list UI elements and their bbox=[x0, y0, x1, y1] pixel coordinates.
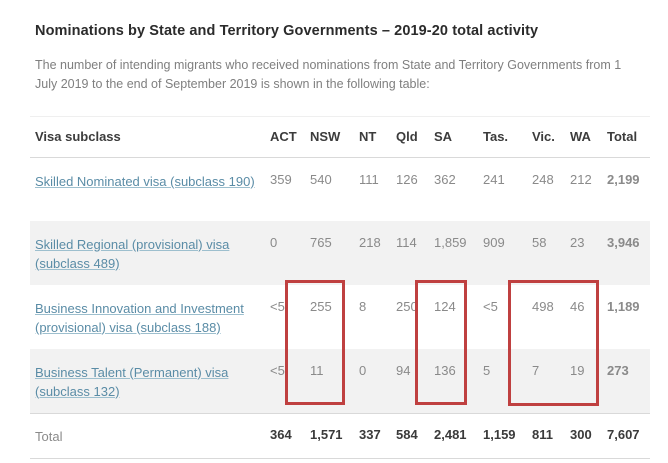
cell-nsw: 255 bbox=[310, 298, 332, 314]
cell-qld: 250 bbox=[396, 298, 418, 314]
cell-total: 1,189 bbox=[607, 298, 640, 314]
cell-total: 2,199 bbox=[607, 172, 640, 187]
page-title: Nominations by State and Territory Gover… bbox=[35, 23, 539, 39]
cell-nt: 111 bbox=[359, 172, 379, 187]
cell-total: 3,946 bbox=[607, 234, 640, 250]
cell-nsw: 11 bbox=[310, 362, 324, 378]
column-header-sa: SA bbox=[429, 116, 478, 158]
page-description: The number of intending migrants who rec… bbox=[35, 58, 622, 91]
visa-subclass-cell: Business Innovation and Investment (prov… bbox=[30, 285, 265, 349]
cell-nsw: 765 bbox=[310, 234, 332, 250]
cell-qld: 126 bbox=[396, 172, 418, 187]
cell-total: 273 bbox=[607, 362, 629, 378]
cell-tas: <5 bbox=[483, 298, 498, 314]
total-cell-act: 364 bbox=[265, 412, 305, 459]
cell-nt: 8 bbox=[359, 298, 367, 314]
column-header-nt: NT bbox=[354, 116, 391, 158]
visa-subclass-cell: Skilled Regional (provisional) visa (sub… bbox=[30, 221, 265, 285]
table-body: Skilled Nominated visa (subclass 190) 359… bbox=[30, 157, 650, 459]
total-row: Total 364 1,571 337 584 2,481 1,159 811 300 7,607 bbox=[30, 412, 650, 459]
total-cell-total: 7,607 bbox=[602, 412, 650, 459]
table-row: Business Innovation and Investment (prov… bbox=[30, 284, 650, 349]
cell-act: 0 bbox=[270, 234, 278, 250]
column-header-nsw: NSW bbox=[305, 116, 354, 158]
column-header-vic: Vic. bbox=[527, 116, 565, 158]
cell-nt: 218 bbox=[359, 234, 381, 250]
column-header-tas: Tas. bbox=[478, 116, 527, 158]
total-row-label: Total bbox=[30, 412, 265, 459]
cell-vic: 248 bbox=[532, 172, 554, 187]
cell-nsw: 540 bbox=[310, 172, 332, 187]
total-cell-nsw: 1,571 bbox=[305, 412, 354, 459]
cell-act: <5 bbox=[270, 362, 285, 378]
visa-subclass-link[interactable]: Business Innovation and Investment (prov… bbox=[35, 300, 244, 335]
cell-tas: 5 bbox=[483, 362, 491, 378]
table-header-row: Visa subclass ACT NSW NT Qld SA Tas. Vic. WA Tota… bbox=[30, 116, 650, 158]
visa-subclass-cell: Business Talent (Permanent) visa (subcla… bbox=[30, 349, 265, 414]
total-cell-tas: 1,159 bbox=[478, 412, 527, 459]
total-cell-vic: 811 bbox=[527, 412, 565, 459]
table-row: Skilled Nominated visa (subclass 190) 359… bbox=[30, 157, 650, 221]
cell-act: <5 bbox=[270, 298, 285, 314]
cell-qld: 94 bbox=[396, 362, 411, 378]
table-row: Business Talent (Permanent) visa (subcla… bbox=[30, 348, 650, 414]
cell-tas: 241 bbox=[483, 172, 505, 187]
cell-vic: 7 bbox=[532, 362, 540, 378]
total-cell-nt: 337 bbox=[354, 412, 391, 459]
column-header-qld: Qld bbox=[391, 116, 429, 158]
cell-nt: 0 bbox=[359, 362, 367, 378]
cell-tas: 909 bbox=[483, 234, 505, 250]
column-header-act: ACT bbox=[265, 116, 305, 158]
cell-sa: 136 bbox=[434, 362, 456, 378]
column-header-wa: WA bbox=[565, 116, 602, 158]
table-row: Skilled Regional (provisional) visa (sub… bbox=[30, 220, 650, 285]
cell-sa: 124 bbox=[434, 298, 456, 314]
visa-subclass-cell: Skilled Nominated visa (subclass 190) bbox=[30, 158, 265, 221]
visa-subclass-link[interactable]: Skilled Nominated visa (subclass 190) bbox=[35, 174, 255, 189]
visa-subclass-link[interactable]: Skilled Regional (provisional) visa (sub… bbox=[35, 236, 230, 271]
nominations-table: Visa subclass ACT NSW NT Qld SA Tas. Vic. WA Tota… bbox=[30, 116, 650, 459]
cell-sa: 1,859 bbox=[434, 234, 467, 250]
cell-act: 359 bbox=[270, 172, 292, 187]
cell-wa: 46 bbox=[570, 298, 585, 314]
cell-vic: 498 bbox=[532, 298, 554, 314]
total-cell-qld: 584 bbox=[391, 412, 429, 459]
total-cell-sa: 2,481 bbox=[429, 412, 478, 459]
cell-wa: 19 bbox=[570, 362, 585, 378]
cell-wa: 23 bbox=[570, 234, 585, 250]
column-header-total: Total bbox=[602, 116, 650, 158]
cell-wa: 212 bbox=[570, 172, 592, 187]
total-cell-wa: 300 bbox=[565, 412, 602, 459]
cell-vic: 58 bbox=[532, 234, 547, 250]
column-header-visa-subclass: Visa subclass bbox=[30, 116, 265, 158]
visa-subclass-link[interactable]: Business Talent (Permanent) visa (subcla… bbox=[35, 364, 229, 399]
cell-sa: 362 bbox=[434, 172, 456, 187]
cell-qld: 114 bbox=[396, 234, 417, 250]
